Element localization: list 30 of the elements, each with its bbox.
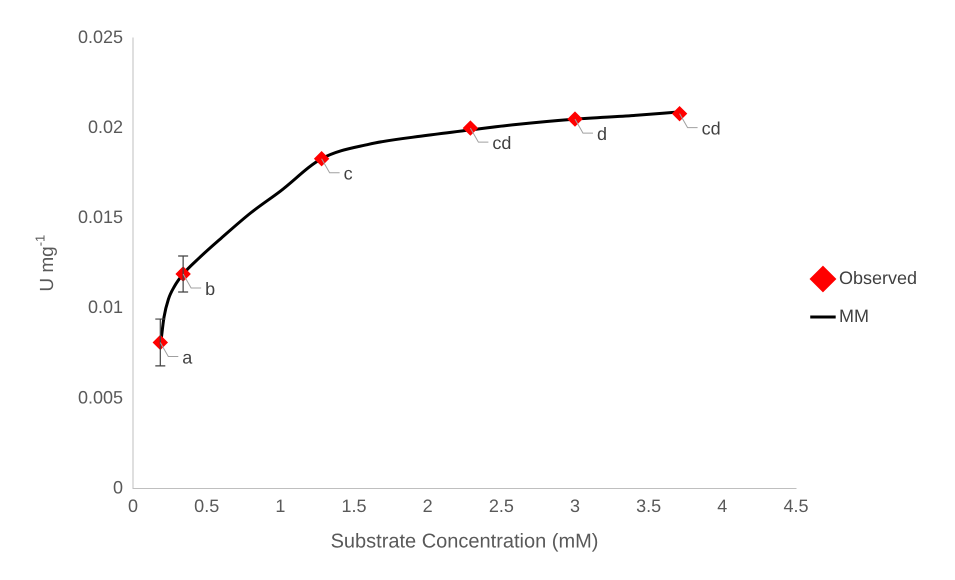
y-tick-label: 0.025 (78, 26, 124, 47)
x-tick-label: 2.5 (488, 496, 514, 516)
annotation: d (596, 124, 608, 144)
point (567, 112, 582, 127)
annotation: b (205, 278, 216, 299)
y-tick-label: 0.02 (88, 117, 124, 138)
x-tick-label: 3 (570, 496, 580, 516)
annotation: cd (702, 118, 721, 139)
x-tick-label: 1 (275, 496, 286, 516)
y-tick-label: 0.015 (78, 207, 124, 228)
y-tick-label: 0.01 (88, 297, 124, 318)
annotation: cd (492, 133, 512, 154)
annotation: c (344, 164, 353, 184)
point (462, 120, 478, 136)
annotation: a (182, 347, 194, 368)
legend-label: MM (838, 306, 869, 326)
legend-label: Observed (838, 268, 918, 288)
x-tick-label: 3.5 (636, 496, 662, 516)
x-tick-label: 0 (128, 496, 138, 516)
x-axis-title: Substrate Concentration (mM) (330, 530, 598, 553)
point (314, 151, 330, 166)
point (672, 106, 688, 122)
x-tick-label: 4 (717, 496, 728, 516)
x-tick-label: 1.5 (342, 496, 367, 516)
y-tick-label: 0 (113, 477, 124, 498)
y-tick-label: 0.005 (78, 387, 124, 408)
x-tick-label: 0.5 (194, 496, 220, 516)
x-tick-label: 4.5 (783, 496, 808, 516)
y-axis-title: U mg-1 (32, 234, 58, 292)
x-tick-label: 2 (422, 496, 433, 516)
